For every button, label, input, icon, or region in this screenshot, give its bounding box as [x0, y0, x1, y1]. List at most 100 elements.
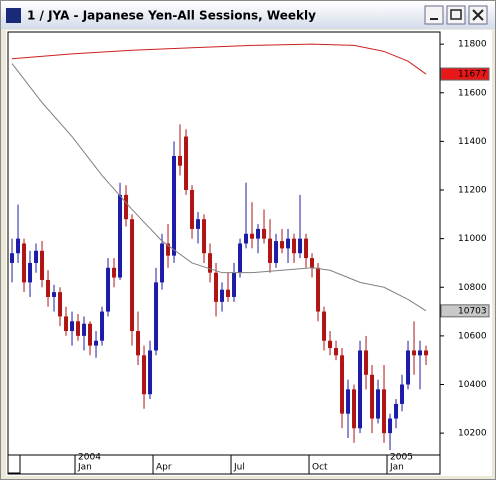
candle-body [328, 340, 333, 349]
candle-body [130, 219, 135, 332]
candle-body [238, 243, 243, 273]
candle-body [346, 389, 351, 414]
candle-body [58, 292, 63, 317]
y-tick-label: 10400 [458, 380, 487, 390]
candle-body [64, 316, 69, 332]
candle-body [190, 190, 195, 229]
y-tick-label: 11800 [458, 40, 487, 50]
year-label: 2005 [390, 453, 413, 463]
candle-body [418, 350, 423, 356]
candle-body [172, 155, 177, 256]
x-axis-band [7, 454, 441, 475]
candle-body [412, 350, 417, 356]
last-value-box [440, 67, 490, 81]
candle-body [184, 136, 189, 191]
candle-body [394, 403, 399, 419]
candle-body [406, 350, 411, 385]
candle-body [352, 389, 357, 429]
candle-body [136, 331, 141, 356]
moving-average [11, 63, 427, 312]
last-value-label: 10703 [458, 306, 487, 316]
candle-body [154, 282, 159, 351]
moving-average [11, 43, 427, 75]
y-tick-label: 11200 [458, 186, 487, 196]
y-tick-label: 11000 [458, 234, 487, 244]
candle-body [124, 194, 129, 220]
last-value-label: 11677 [458, 70, 487, 80]
candle-body [208, 253, 213, 273]
minimize-button[interactable] [424, 5, 444, 25]
candle-body [142, 355, 147, 395]
candle-body [322, 311, 327, 341]
candle-body [112, 267, 117, 278]
candle-body [316, 267, 321, 312]
candle-body [220, 289, 225, 302]
candle-body [304, 238, 309, 259]
candle-body [88, 323, 93, 346]
candle-body [280, 241, 285, 249]
y-tick-label: 11600 [458, 88, 487, 98]
candle-body [334, 348, 339, 356]
candle-body [28, 262, 33, 283]
candle-body [358, 350, 363, 429]
y-tick-label: 10600 [458, 331, 487, 341]
candle-body [298, 238, 303, 254]
candle-body [340, 355, 345, 414]
candle-body [166, 243, 171, 256]
candle-body [244, 233, 249, 244]
candle-body [256, 228, 261, 239]
candle-body [214, 272, 219, 302]
y-tick-label: 10200 [458, 429, 487, 439]
candle-body [286, 238, 291, 249]
candle-body [310, 258, 315, 268]
candle-body [160, 243, 165, 283]
candle-body [22, 243, 27, 283]
candle-body [118, 194, 123, 278]
candle-body [400, 384, 405, 404]
candle-body [232, 272, 237, 297]
candle-body [196, 219, 201, 229]
plot-area [7, 31, 441, 456]
candle-body [34, 250, 39, 263]
corner-box [7, 454, 21, 474]
candle-body [424, 350, 429, 356]
candle-body [262, 228, 267, 239]
x-tick-label: Jul [233, 463, 245, 473]
x-tick-label: Jan [389, 463, 404, 473]
candle-body [250, 233, 255, 239]
y-tick-label: 11400 [458, 137, 487, 147]
candle-body [226, 289, 231, 297]
candle-body [100, 311, 105, 341]
candle-body [364, 350, 369, 375]
candle-body [10, 253, 15, 263]
candle-body [94, 340, 99, 346]
candle-body [292, 238, 297, 254]
candle-body [202, 219, 207, 254]
window-title: 1 / JYA - Japanese Yen-All Sessions, Wee… [27, 9, 316, 23]
x-tick-label: Jan [77, 463, 92, 473]
close-button[interactable] [468, 5, 488, 25]
candle-body [370, 374, 375, 419]
candle-body [40, 250, 45, 280]
y-tick-label: 10800 [458, 283, 487, 293]
candle-body [268, 238, 273, 263]
candle-body [388, 418, 393, 434]
candle-body [70, 321, 75, 332]
candle-body [382, 389, 387, 434]
candle-body [148, 350, 153, 395]
candle-body [82, 323, 87, 336]
candle-body [178, 155, 183, 166]
candle-body [46, 279, 51, 297]
candle-body [76, 321, 81, 336]
title-bar [1, 1, 495, 29]
x-tick-label: Oct [312, 463, 328, 473]
maximize-button[interactable] [446, 5, 466, 25]
candle-body [16, 238, 21, 254]
app-icon [6, 8, 21, 23]
year-label: 2004 [78, 453, 101, 463]
candle-body [106, 267, 111, 312]
last-value-box [440, 304, 490, 318]
candle-body [52, 292, 57, 297]
